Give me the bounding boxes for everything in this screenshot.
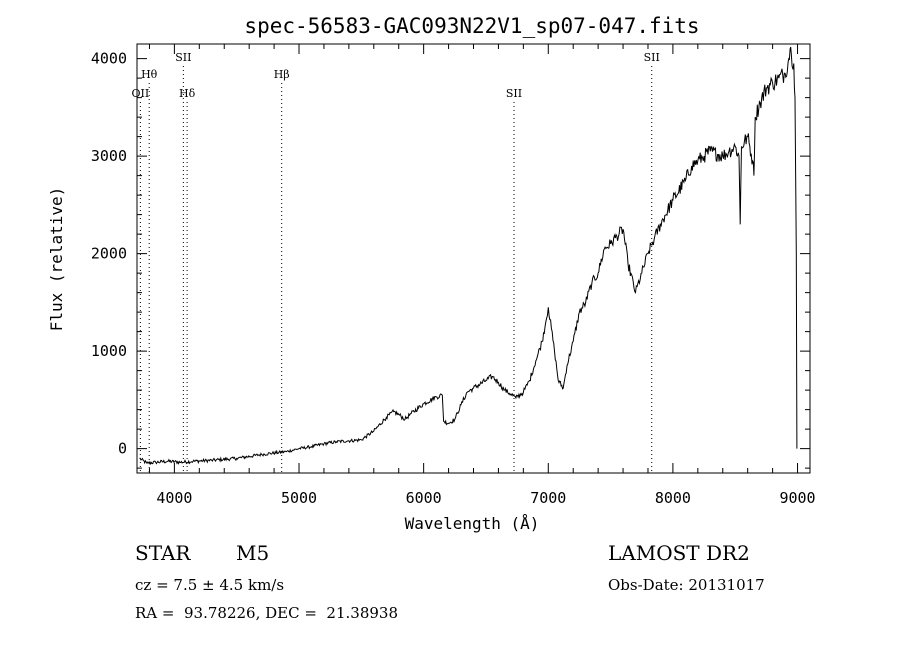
y-tick-label: 2000 (91, 245, 127, 263)
x-tick-label: 9000 (779, 489, 815, 507)
x-tick-label: 4000 (156, 489, 192, 507)
emission-line-label: Hθ (141, 68, 158, 81)
x-axis-ticks: 4000 5000 6000 7000 8000 9000 (148, 44, 816, 507)
emission-line-markers: OII Hθ SII Hδ Hβ SII SII (132, 51, 660, 473)
x-axis-label: Wavelength (Å) (405, 514, 540, 533)
x-tick-label: 8000 (655, 489, 691, 507)
emission-line-label: SII (175, 51, 191, 64)
y-tick-label: 0 (118, 440, 127, 458)
observation-date: Obs-Date: 20131017 (608, 576, 765, 594)
y-tick-label: 4000 (91, 50, 127, 68)
emission-line-label: SII (644, 51, 660, 64)
y-tick-label: 1000 (91, 342, 127, 360)
x-tick-label: 6000 (406, 489, 442, 507)
spectrum-series-line (139, 46, 798, 466)
object-class: STAR (135, 541, 191, 565)
coordinates: RA = 93.78226, DEC = 21.38938 (135, 604, 399, 622)
plot-frame (136, 43, 811, 474)
emission-line-label: Hδ (179, 87, 196, 100)
chart-title: spec-56583-GAC093N22V1_sp07-047.fits (244, 14, 699, 38)
y-axis-ticks: 0 1000 2000 3000 4000 (91, 50, 810, 469)
y-tick-label: 3000 (91, 147, 127, 165)
x-tick-label: 7000 (530, 489, 566, 507)
survey-name: LAMOST DR2 (608, 541, 750, 565)
x-tick-label: 5000 (281, 489, 317, 507)
emission-line-label: OII (132, 87, 150, 100)
object-subclass: M5 (236, 541, 270, 565)
redshift-cz: cz = 7.5 ± 4.5 km/s (135, 576, 285, 594)
emission-line-label: SII (506, 87, 522, 100)
emission-line-label: Hβ (274, 68, 290, 81)
y-axis-label: Flux (relative) (47, 187, 66, 332)
